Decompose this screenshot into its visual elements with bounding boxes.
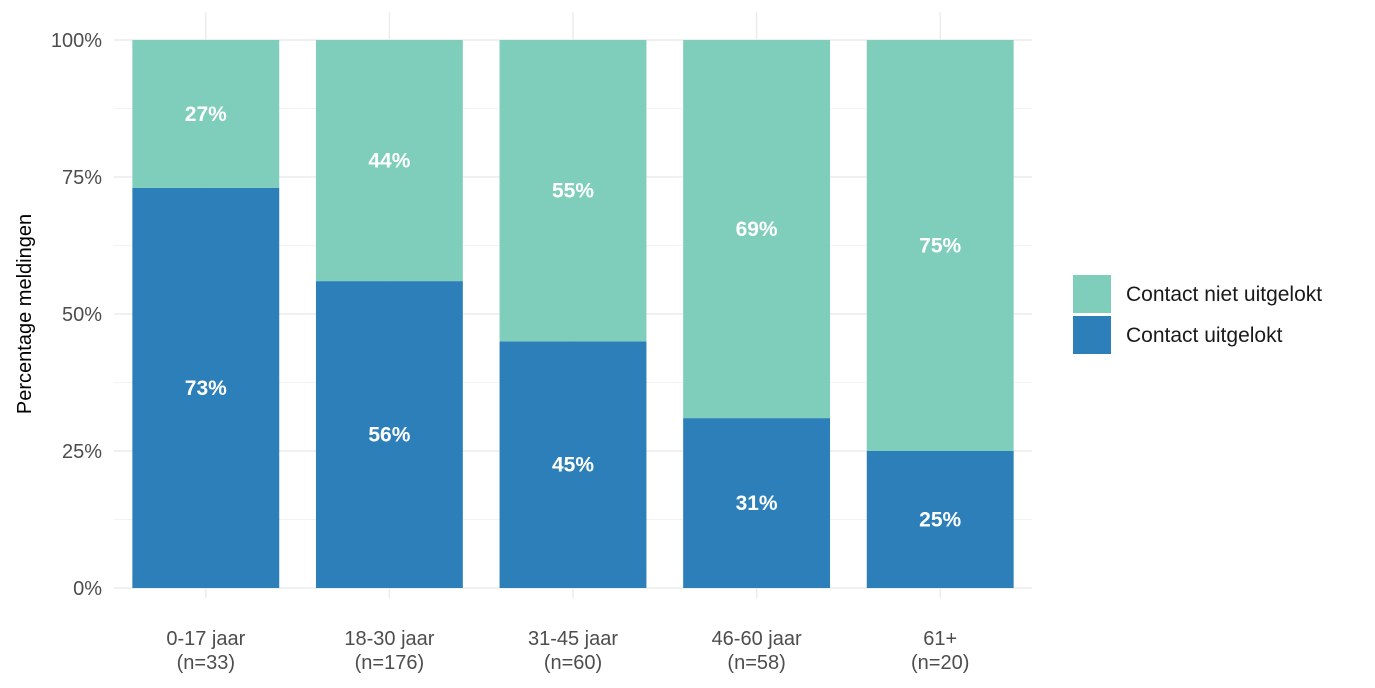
x-tick-label: 31-45 jaar (n=60) <box>528 628 618 674</box>
bar-value-label: 69% <box>736 218 778 241</box>
y-axis-title: Percentage meldingen <box>14 214 36 414</box>
x-tick-label: 46-60 jaar (n=58) <box>712 628 802 674</box>
y-tick-label: 75% <box>62 167 102 189</box>
bar-value-label: 55% <box>552 180 594 203</box>
x-tick-label: 61+ (n=20) <box>911 628 969 674</box>
y-tick-label: 100% <box>51 30 102 52</box>
x-tick-label: 18-30 jaar (n=176) <box>344 628 434 674</box>
bar-segment-niet-uitgelokt <box>683 40 831 419</box>
bar-value-label: 27% <box>185 103 227 126</box>
y-axis: 0% 25% 50% 75% 100% <box>51 30 102 600</box>
bar-segment-uitgelokt <box>683 418 831 588</box>
bars <box>132 40 1014 588</box>
bar-value-label: 25% <box>919 509 961 532</box>
bar-segment-niet-uitgelokt <box>315 40 463 282</box>
bar-segment-niet-uitgelokt <box>866 40 1014 451</box>
legend-key <box>1073 316 1111 354</box>
legend-key <box>1073 275 1111 313</box>
legend-label: Contact uitgelokt <box>1126 324 1283 347</box>
x-tick-label: 0-17 jaar (n=33) <box>166 628 245 674</box>
bar-value-label: 44% <box>368 150 410 173</box>
bar-segment-uitgelokt <box>499 341 647 588</box>
bar-segment-uitgelokt <box>315 281 463 588</box>
y-tick-label: 50% <box>62 304 102 326</box>
y-tick-label: 0% <box>73 578 102 600</box>
bar-segment-niet-uitgelokt <box>499 40 647 342</box>
bar-segment-niet-uitgelokt <box>132 40 280 188</box>
bar-segment-uitgelokt <box>132 187 280 588</box>
bar-segment-uitgelokt <box>866 451 1014 588</box>
bar-value-label: 73% <box>185 377 227 400</box>
legend: Contact niet uitgelokt Contact uitgelokt <box>1073 275 1322 354</box>
y-tick-label: 25% <box>62 441 102 463</box>
bar-value-label: 75% <box>919 235 961 258</box>
data-labels: 73% 27% 56% 44% 45% 55% 31% 69% 25% 75% <box>185 103 962 532</box>
bar-value-label: 31% <box>736 492 778 515</box>
bar-value-label: 45% <box>552 454 594 477</box>
x-axis: 0-17 jaar (n=33) 18-30 jaar (n=176) 31-45 ja… <box>166 628 969 674</box>
legend-label: Contact niet uitgelokt <box>1126 283 1322 306</box>
bar-value-label: 56% <box>368 424 410 447</box>
